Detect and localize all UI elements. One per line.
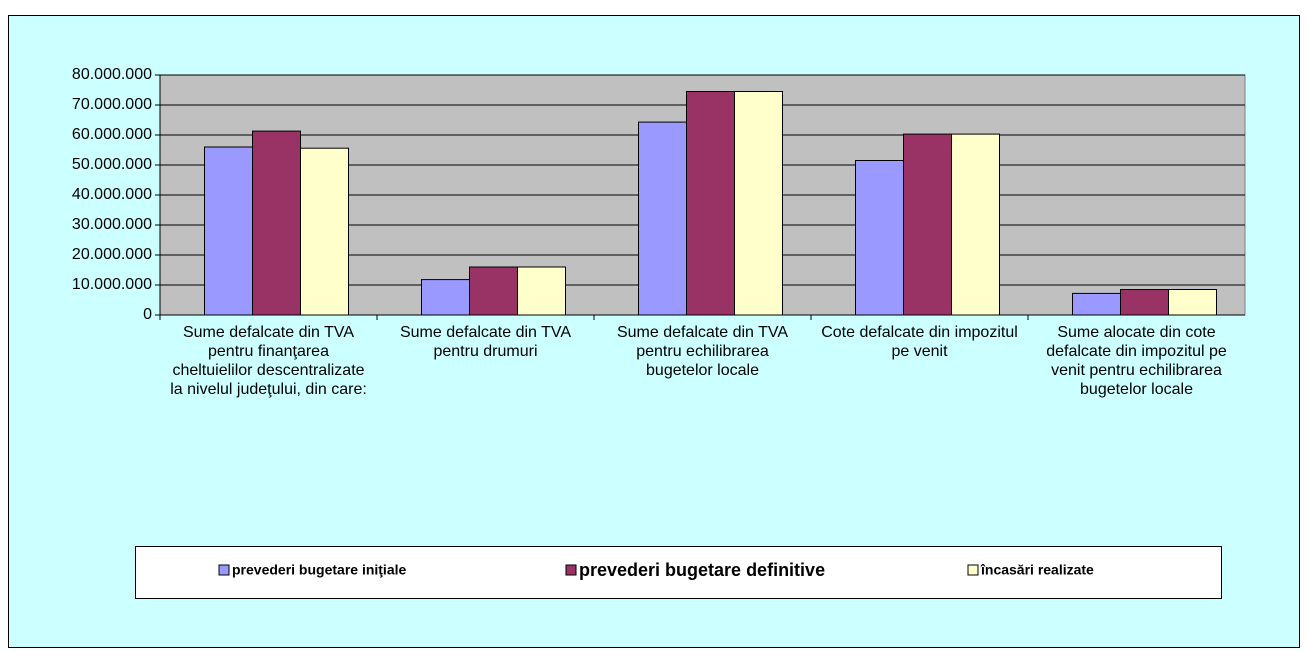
bar: [421, 279, 470, 316]
x-tick-label-box: Cote defalcate din impozitul pe venit: [821, 324, 1018, 360]
x-tick-label: Cote defalcate din impozitul pe venit: [821, 324, 1018, 360]
bar: [734, 91, 783, 316]
bar: [903, 133, 952, 316]
bar: [204, 146, 253, 316]
bar: [686, 91, 735, 316]
x-tick-label-box: Sume defalcate din TVA pentru drumuri: [399, 324, 572, 360]
x-tick-label-box: Sume defalcate din TVA pentru finanţarea…: [170, 324, 367, 398]
y-tick-label: 20.000.000: [72, 246, 152, 263]
bar: [951, 133, 1000, 316]
x-tick-label-box: Sume alocate din cote defalcate din impo…: [1046, 324, 1227, 398]
y-tick-label: 80.000.000: [72, 66, 152, 83]
x-tick-label: Sume defalcate din TVA pentru drumuri: [399, 324, 572, 360]
y-tick-label: 0: [143, 306, 152, 323]
legend-swatch: [967, 564, 979, 576]
y-tick-label: 40.000.000: [72, 186, 152, 203]
legend-swatch: [218, 564, 230, 576]
bar: [300, 147, 349, 316]
bar: [855, 160, 904, 316]
bar: [1120, 289, 1169, 316]
legend: [135, 546, 1222, 599]
legend-swatch: [565, 564, 577, 576]
bar: [1168, 289, 1217, 316]
y-tick-label: 50.000.000: [72, 156, 152, 173]
bar: [517, 266, 566, 316]
y-tick-label: 30.000.000: [72, 216, 152, 233]
y-tick-label: 10.000.000: [72, 276, 152, 293]
x-tick-label: Sume defalcate din TVA pentru finanţarea…: [170, 324, 367, 398]
x-tick-label-box: Sume defalcate din TVA pentru echilibrar…: [616, 324, 789, 379]
y-tick-label: 60.000.000: [72, 126, 152, 143]
legend-label: prevederi bugetare definitive: [579, 560, 825, 580]
bar: [1072, 292, 1121, 316]
bar: [252, 130, 301, 316]
y-tick-label: 70.000.000: [72, 96, 152, 113]
legend-label: prevederi bugetare iniţiale: [232, 562, 406, 578]
x-tick-label: Sume defalcate din TVA pentru echilibrar…: [616, 324, 789, 379]
legend-label: încasări realizate: [980, 562, 1094, 578]
x-tick-label: Sume alocate din cote defalcate din impo…: [1046, 324, 1227, 398]
bar: [638, 121, 687, 316]
bar: [469, 266, 518, 316]
